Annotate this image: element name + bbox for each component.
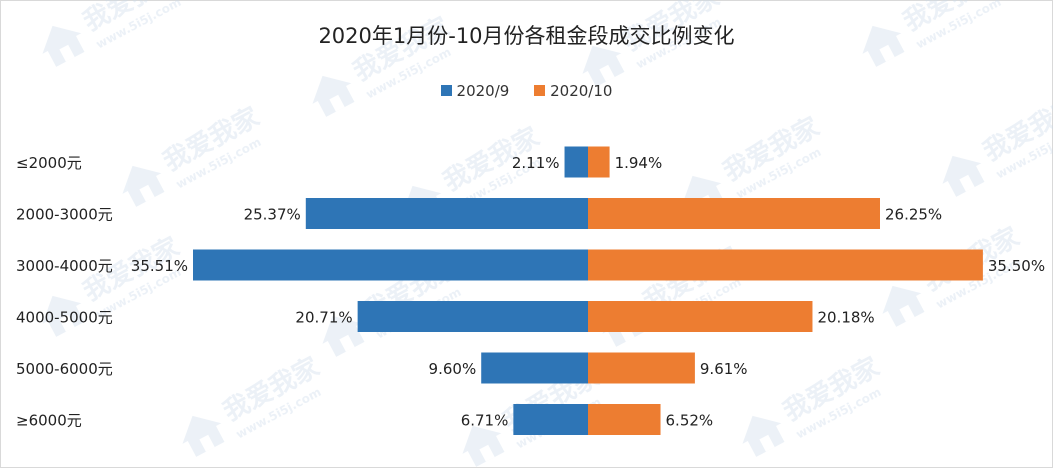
data-label-series-a: 20.71% [295,309,352,327]
legend-item-series-b: 2020/10 [534,82,612,100]
bar-series-a [481,352,588,384]
bar-series-a [305,198,588,229]
data-label-series-b: 20.18% [817,309,874,327]
chart-legend: 2020/9 2020/10 [0,82,1053,100]
data-label-series-b: 35.50% [988,257,1045,275]
category-label: 5000-6000元 [16,360,113,378]
data-label-series-b: 9.61% [700,360,748,378]
category-label: ≥6000元 [16,412,82,430]
category-label: 4000-5000元 [16,309,113,327]
data-label-series-a: 6.71% [461,412,509,430]
bar-series-b [588,404,661,435]
category-label: ≤2000元 [16,154,82,172]
legend-item-series-a: 2020/9 [440,82,510,100]
bars-layer [193,146,983,435]
labels-layer: ≤2000元 2.11% 1.94% 2000-3000元 25.37% 26.25% 30… [16,154,1045,430]
data-label-series-a: 25.37% [244,206,301,224]
bar-series-a [193,249,588,281]
legend-label-series-b: 2020/10 [550,82,613,100]
legend-label-series-a: 2020/9 [456,82,510,100]
category-label: 2000-3000元 [16,206,113,224]
bar-series-a [564,146,588,178]
bar-series-b [588,198,880,229]
category-label: 3000-4000元 [16,257,113,275]
legend-swatch-series-b [534,85,546,96]
bar-series-a [357,301,588,332]
data-label-series-b: 6.52% [666,412,714,430]
bar-series-b [588,249,983,281]
data-label-series-b: 1.94% [615,154,663,172]
data-label-series-b: 26.25% [885,206,942,224]
data-label-series-a: 9.60% [429,360,477,378]
chart-title: 2020年1月份-10月份各租金段成交比例变化 [318,24,735,48]
bar-series-b [588,352,695,384]
legend-swatch-series-a [440,85,452,96]
data-label-series-a: 35.51% [131,257,188,275]
data-label-series-a: 2.11% [512,154,560,172]
bar-series-b [588,301,813,332]
bar-series-a [513,404,588,435]
bar-series-b [588,146,610,178]
